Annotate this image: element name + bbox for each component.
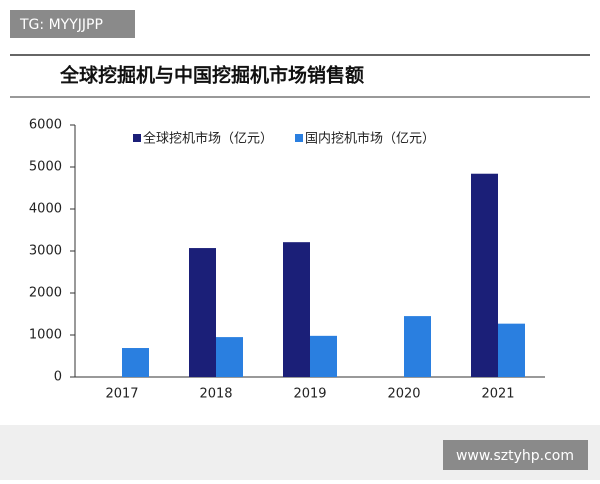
bar <box>216 337 243 377</box>
y-tick-label: 0 <box>54 370 62 385</box>
x-tick-label: 2017 <box>105 387 138 402</box>
x-tick-label: 2019 <box>293 387 326 402</box>
watermark-box <box>443 440 588 470</box>
bar <box>310 335 337 377</box>
x-tick-label: 2021 <box>481 387 514 402</box>
x-tick-label: 2020 <box>387 387 420 402</box>
y-tick-label: 5000 <box>29 160 62 175</box>
y-tick-label: 1000 <box>29 328 62 343</box>
watermark-box <box>10 10 135 38</box>
legend-swatch <box>295 134 303 142</box>
bar <box>404 316 431 377</box>
watermark: TG: MYYJJPP <box>19 17 103 33</box>
y-tick-label: 3000 <box>29 244 62 259</box>
y-tick-label: 2000 <box>29 286 62 301</box>
legend-label: 全球挖机市场（亿元） <box>143 131 273 147</box>
chart-title: 全球挖掘机与中国挖掘机市场销售额 <box>59 64 364 87</box>
watermark: www.sztyhp.com <box>456 448 574 464</box>
y-tick-label: 6000 <box>29 118 62 133</box>
legend-label: 国内挖机市场（亿元） <box>305 131 435 147</box>
bar <box>498 323 525 377</box>
x-tick-label: 2018 <box>199 387 232 402</box>
y-tick-label: 4000 <box>29 202 62 217</box>
bar <box>189 248 216 377</box>
bar <box>122 348 149 377</box>
bar <box>283 242 310 377</box>
legend-swatch <box>133 134 141 142</box>
bar <box>471 173 498 377</box>
